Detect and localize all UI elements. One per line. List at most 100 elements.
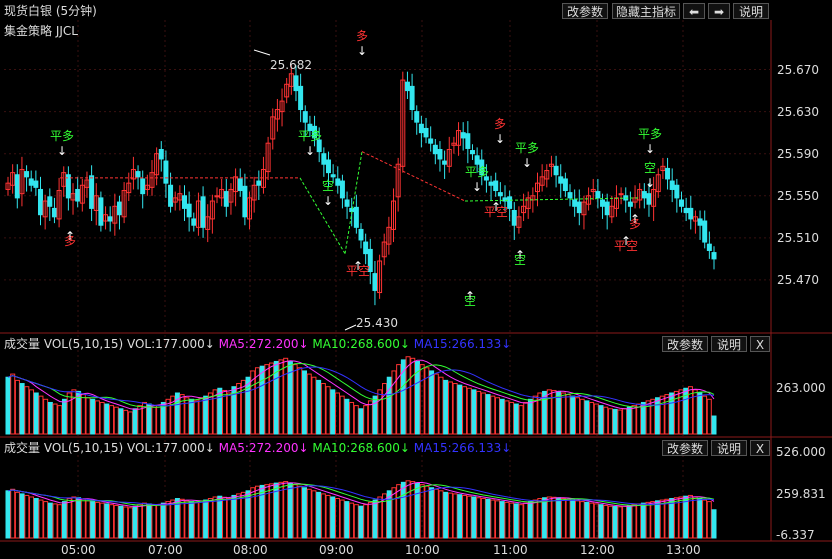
volume-bar (349, 401, 355, 435)
volume-bar (697, 392, 703, 435)
hide-indicator-button[interactable]: 隐藏主指标 (612, 3, 680, 19)
volume-bar (259, 365, 265, 435)
volume-bar (414, 482, 420, 539)
volume-bar (546, 389, 552, 435)
volume-bar (433, 488, 439, 539)
candle-body (544, 170, 550, 180)
volume-bar (542, 390, 548, 435)
volume-bar (447, 381, 453, 435)
volume-bar (203, 499, 209, 539)
volume-bar (659, 395, 665, 435)
candle-body (409, 85, 415, 111)
volume-bar (711, 415, 717, 435)
scroll-right-button[interactable]: ➡ (708, 3, 730, 19)
candle-body (404, 81, 410, 92)
ma15-line (7, 366, 715, 407)
volume-bar (29, 389, 35, 435)
volume-bar (570, 395, 576, 435)
candle-body (688, 207, 694, 220)
volume-bar (156, 504, 162, 539)
signal-label: 空 (644, 161, 656, 175)
volume-bar (447, 492, 453, 539)
candle-body (316, 139, 322, 153)
candle-body (256, 180, 262, 186)
vol2-ytick-bottom: -6.337 (776, 528, 815, 542)
volume-bar (29, 496, 35, 539)
volume-bar (179, 394, 185, 435)
edit-params-button[interactable]: 改参数 (562, 3, 608, 19)
volume-bar (146, 403, 152, 435)
candle-body (339, 180, 345, 199)
volume-bar (655, 500, 661, 539)
help-button[interactable]: 说明 (733, 3, 769, 19)
volume-bar (490, 395, 496, 435)
volume-bar (452, 493, 458, 539)
signal-label: 平空 (484, 205, 508, 219)
volume-bar (593, 403, 599, 435)
candle-body (367, 248, 373, 273)
volume-bar (476, 390, 482, 435)
candle-body (5, 182, 11, 190)
volume-bar (109, 405, 115, 435)
volume-bar (504, 400, 510, 435)
volume-bar (222, 389, 228, 435)
arrow-up-icon: ↑ (491, 200, 501, 214)
volume-bar (532, 395, 538, 435)
candle-body (437, 148, 443, 160)
scroll-left-button[interactable]: ⬅ (683, 3, 705, 19)
candle-body (609, 205, 615, 218)
high-value-label: 25.682 (270, 58, 312, 72)
time-tick-label: 07:00 (148, 543, 183, 557)
candle-body (186, 203, 192, 218)
volume-bar (419, 364, 425, 435)
volume-bar (151, 406, 157, 435)
candle-body (112, 205, 118, 224)
volume-bar (179, 498, 185, 539)
volume-bar (339, 499, 345, 539)
volume-bar (363, 405, 369, 435)
candle-body (567, 192, 573, 199)
candle-body (107, 216, 113, 222)
vol2-close-button[interactable]: X (750, 440, 770, 456)
volume-bar (38, 395, 44, 435)
volume-bar (405, 480, 411, 539)
volume-bar (52, 503, 58, 539)
volume-bar (273, 360, 279, 435)
candle-body (14, 174, 20, 199)
candle-body (56, 190, 62, 220)
vol1-edit-button[interactable]: 改参数 (662, 336, 708, 352)
vol1-help-button[interactable]: 说明 (711, 336, 747, 352)
vol2-edit-button[interactable]: 改参数 (662, 440, 708, 456)
volume-bar (462, 494, 468, 539)
signal-label: 多 (629, 217, 641, 231)
price-tick-label: 25.630 (777, 104, 819, 119)
candle-body (702, 220, 708, 243)
volume-bar (372, 499, 378, 539)
volume-bar (706, 398, 712, 435)
volume-bar (19, 493, 25, 539)
candle-body (200, 196, 206, 228)
candle-body (61, 172, 67, 187)
vol1-close-button[interactable]: X (750, 336, 770, 352)
candle-body (265, 142, 271, 173)
arrow-down-icon: ↓ (522, 156, 532, 170)
volume-bar (579, 398, 585, 435)
signal-label: 平多 (50, 129, 74, 143)
candle-body (479, 159, 485, 176)
candle-body (103, 214, 109, 222)
candle-body (307, 123, 313, 132)
candle-body (618, 193, 624, 196)
volume-bar (193, 501, 199, 539)
volume-bar (306, 488, 312, 539)
vol2-help-button[interactable]: 说明 (711, 440, 747, 456)
volume-bar (711, 509, 717, 539)
volume-bar (560, 498, 566, 539)
volume-bar (443, 379, 449, 435)
volume-bar (471, 389, 477, 435)
volume-bar (109, 504, 115, 539)
volume-bar (297, 485, 303, 539)
candle-body (344, 199, 350, 207)
volume-bar (589, 502, 595, 539)
volume-bar (269, 362, 275, 435)
low-pointer (344, 324, 357, 331)
